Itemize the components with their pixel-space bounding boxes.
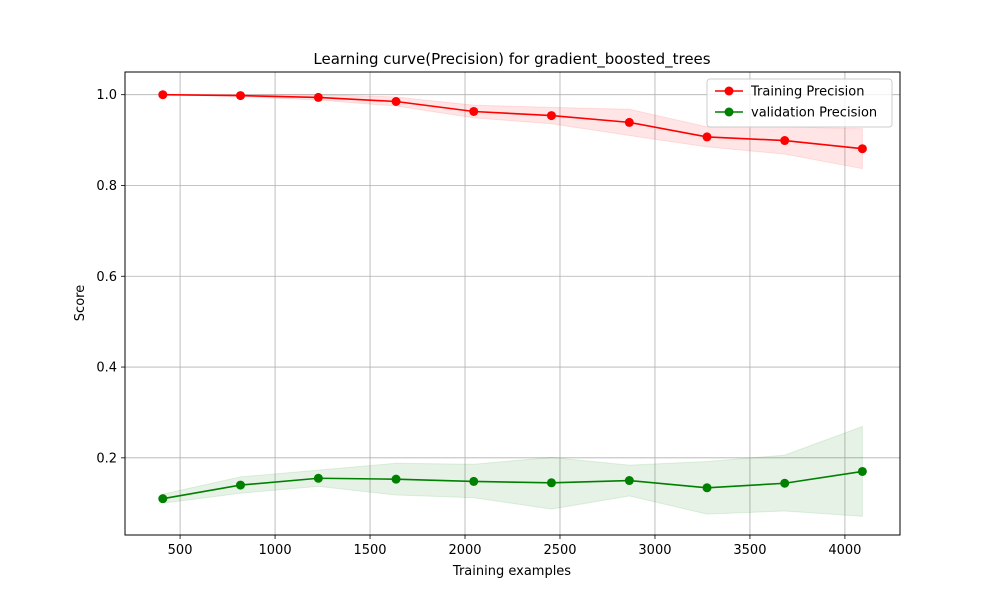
series-1-point (780, 478, 790, 488)
y-tick-label: 0.6 (96, 270, 117, 285)
x-tick-label: 4000 (828, 543, 861, 558)
y-tick-label: 0.4 (96, 361, 117, 376)
series-1-point (313, 473, 323, 483)
legend-box (706, 78, 893, 128)
x-tick-label: 500 (168, 543, 193, 558)
x-axis-label: Training examples (452, 564, 571, 579)
series-0-point (702, 132, 712, 142)
x-tick-label: 3500 (733, 543, 766, 558)
series-0-point (469, 106, 479, 116)
y-tick-label: 1.0 (96, 88, 117, 103)
series-0-point (158, 90, 168, 100)
series-0-point (235, 91, 245, 101)
series-1-point (469, 476, 479, 486)
series-0-line (162, 93, 863, 150)
series-0-point (313, 92, 323, 102)
x-tick-label: 1000 (259, 543, 292, 558)
x-tick-label: 1500 (353, 543, 386, 558)
series-1-point (391, 474, 401, 484)
series-1-point (624, 476, 634, 486)
legend-label: Training Precision (750, 85, 864, 100)
series-1-point (702, 483, 712, 493)
chart-title: Learning curve(Precision) for gradient_b… (313, 50, 710, 69)
series-1-band (162, 425, 863, 517)
series-1-point (546, 478, 556, 488)
y-axis-label: Score (73, 285, 88, 321)
series-lines (162, 93, 863, 500)
legend: Training Precision validation Precision (706, 78, 893, 128)
series-0-point (391, 97, 401, 107)
axis-ticks: 500 1000 1500 2000 2500 3000 3500 4000 0.2 0.4 0.6… (96, 88, 861, 558)
y-tick-label: 0.8 (96, 179, 117, 194)
legend-label: validation Precision (751, 106, 877, 121)
series-0-point (546, 111, 556, 121)
y-tick-label: 0.2 (96, 451, 117, 466)
series-1-point (235, 480, 245, 490)
series-points (158, 90, 867, 504)
series-1-point (857, 466, 867, 476)
series-0-point (624, 117, 634, 127)
x-tick-label: 3000 (638, 543, 671, 558)
series-1-line (162, 470, 863, 500)
series-0-point (857, 144, 867, 154)
legend-marker (724, 86, 734, 96)
grid-lines (125, 72, 900, 535)
series-0-point (780, 136, 790, 146)
legend-marker (724, 107, 734, 117)
x-tick-label: 2000 (448, 543, 481, 558)
plot-frame (124, 71, 901, 536)
x-tick-label: 2500 (543, 543, 576, 558)
confidence-bands (162, 94, 863, 517)
series-1-point (158, 494, 168, 504)
